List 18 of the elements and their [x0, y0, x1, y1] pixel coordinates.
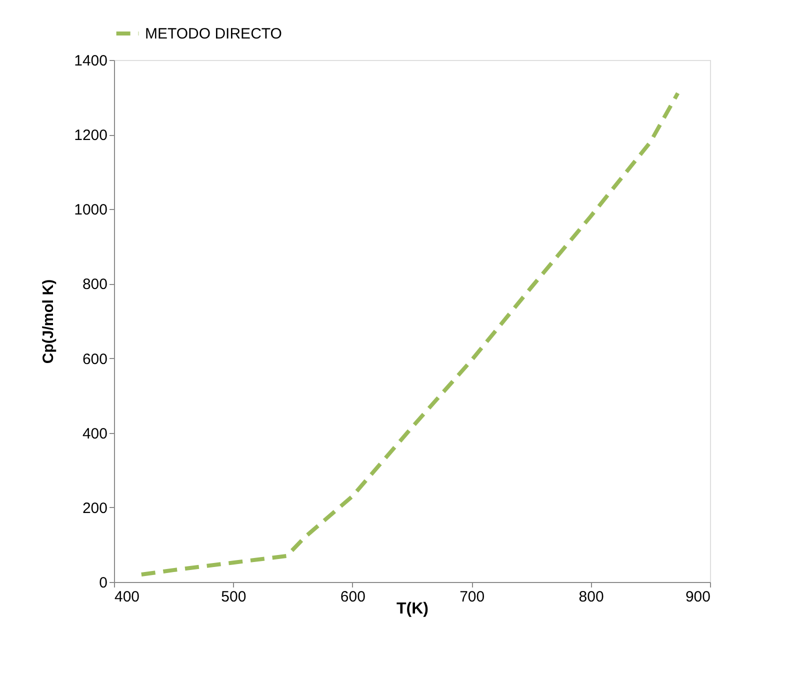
x-tick-label: 700 [460, 588, 485, 606]
legend-label: METODO DIRECTO [145, 26, 282, 42]
y-tick-label: 1400 [74, 52, 108, 70]
y-tick-label: 0 [99, 574, 108, 592]
x-tick-label: 900 [685, 588, 710, 606]
y-tick-label: 1200 [74, 127, 108, 144]
y-tick-label: 600 [82, 350, 108, 368]
y-tick-label: 400 [82, 425, 108, 442]
x-tick-label: 600 [340, 588, 366, 606]
y-tick-label: 1000 [74, 202, 108, 219]
y-tick-label: 200 [82, 500, 108, 517]
x-tick-label: 800 [578, 588, 604, 606]
y-axis-title: Cp(J/mol K) [40, 279, 58, 364]
x-axis-title: T(K) [396, 600, 428, 618]
x-tick-label: 500 [221, 588, 246, 606]
x-tick-label: 400 [114, 588, 140, 606]
y-tick-label: 800 [82, 276, 108, 294]
line-series [139, 91, 680, 577]
